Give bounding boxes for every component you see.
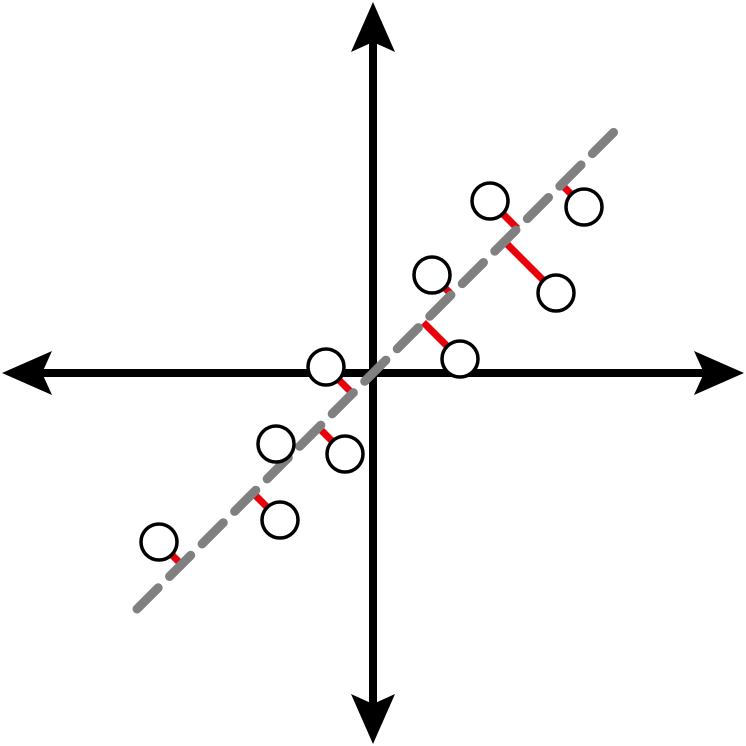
arrow-right-icon xyxy=(694,351,744,395)
data-point xyxy=(440,339,480,379)
data-point xyxy=(536,273,576,313)
fit-line-group xyxy=(132,123,623,614)
data-point xyxy=(564,187,604,227)
arrow-up-icon xyxy=(351,2,395,52)
data-point xyxy=(412,255,452,295)
data-point xyxy=(256,424,296,464)
data-point xyxy=(470,181,510,221)
arrow-left-icon xyxy=(2,351,52,395)
data-point xyxy=(306,347,346,387)
data-point xyxy=(260,500,300,540)
data-point xyxy=(139,522,179,562)
fit-line xyxy=(132,123,623,614)
arrow-down-icon xyxy=(351,694,395,744)
data-points xyxy=(139,181,604,562)
data-point xyxy=(325,434,365,474)
